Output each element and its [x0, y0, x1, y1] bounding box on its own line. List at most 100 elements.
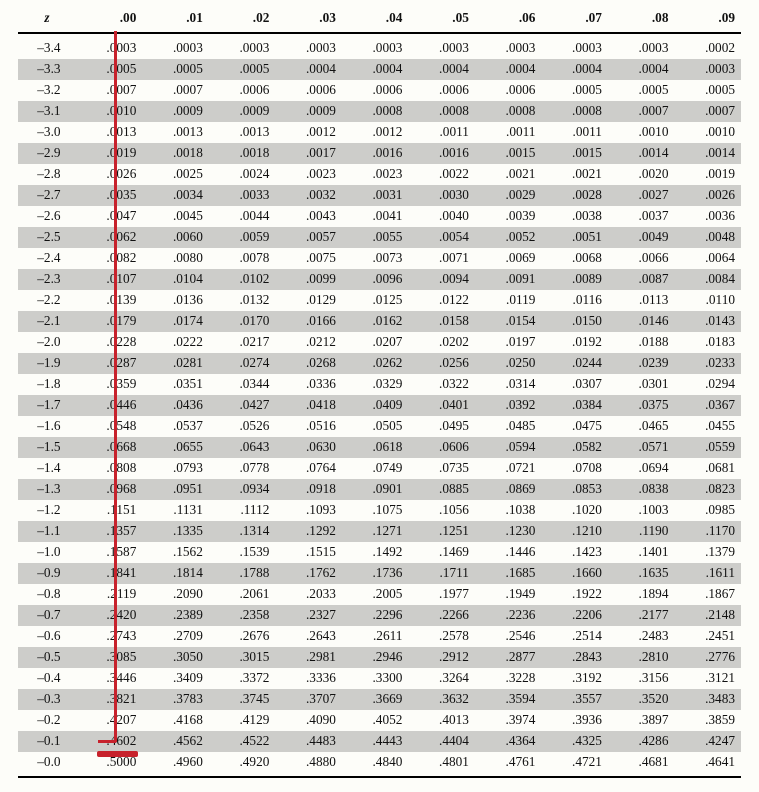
z-cell: .3446 [76, 668, 143, 689]
z-cell: .3520 [608, 689, 675, 710]
z-cell: .1949 [475, 584, 542, 605]
z-cell: .1562 [142, 542, 209, 563]
z-cell: .0071 [408, 248, 475, 269]
table-row: –0.1.4602.4562.4522.4483.4443.4404.4364.… [18, 731, 741, 752]
z-cell: .3228 [475, 668, 542, 689]
z-cell: .3050 [142, 647, 209, 668]
z-cell: .2946 [342, 647, 409, 668]
z-cell: .0021 [475, 164, 542, 185]
z-cell: .0239 [608, 353, 675, 374]
z-cell: .0446 [76, 395, 143, 416]
z-cell: .0217 [209, 332, 276, 353]
z-cell: .0918 [275, 479, 342, 500]
z-cell: .0048 [674, 227, 741, 248]
z-cell: .0708 [541, 458, 608, 479]
z-cell: .1314 [209, 521, 276, 542]
z-row-header: –1.3 [18, 479, 76, 500]
z-row-header: –2.9 [18, 143, 76, 164]
z-cell: .2451 [674, 626, 741, 647]
z-cell: .0170 [209, 311, 276, 332]
z-cell: .1190 [608, 521, 675, 542]
z-cell: .1922 [541, 584, 608, 605]
z-cell: .0314 [475, 374, 542, 395]
col-header-03: .03 [275, 4, 342, 33]
z-row-header: –1.4 [18, 458, 76, 479]
z-cell: .0084 [674, 269, 741, 290]
z-cell: .0099 [275, 269, 342, 290]
z-cell: .0012 [275, 122, 342, 143]
z-cell: .0080 [142, 248, 209, 269]
z-cell: .0307 [541, 374, 608, 395]
z-cell: .0047 [76, 206, 143, 227]
z-row-header: –1.1 [18, 521, 76, 542]
z-cell: .3372 [209, 668, 276, 689]
z-cell: .1038 [475, 500, 542, 521]
z-cell: .0015 [541, 143, 608, 164]
table-row: –2.6.0047.0045.0044.0043.0041.0040.0039.… [18, 206, 741, 227]
z-cell: .1515 [275, 542, 342, 563]
z-cell: .1271 [342, 521, 409, 542]
z-cell: .0036 [674, 206, 741, 227]
z-row-header: –3.0 [18, 122, 76, 143]
z-cell: .0082 [76, 248, 143, 269]
z-cell: .0129 [275, 290, 342, 311]
table-row: –1.3.0968.0951.0934.0918.0901.0885.0869.… [18, 479, 741, 500]
z-cell: .0793 [142, 458, 209, 479]
z-cell: .4483 [275, 731, 342, 752]
z-cell: .0014 [674, 143, 741, 164]
table-row: –1.1.1357.1335.1314.1292.1271.1251.1230.… [18, 521, 741, 542]
z-cell: .2389 [142, 605, 209, 626]
z-cell: .2327 [275, 605, 342, 626]
z-row-header: –3.2 [18, 80, 76, 101]
z-cell: .0823 [674, 479, 741, 500]
z-cell: .0003 [674, 59, 741, 80]
z-cell: .0526 [209, 416, 276, 437]
z-cell: .0057 [275, 227, 342, 248]
table-row: –2.7.0035.0034.0033.0032.0031.0030.0029.… [18, 185, 741, 206]
z-cell: .0143 [674, 311, 741, 332]
z-cell: .0594 [475, 437, 542, 458]
col-header-07: .07 [541, 4, 608, 33]
z-cell: .1093 [275, 500, 342, 521]
z-cell: .0073 [342, 248, 409, 269]
z-cell: .0154 [475, 311, 542, 332]
z-cell: .0179 [76, 311, 143, 332]
z-cell: .0003 [275, 33, 342, 59]
z-cell: .0250 [475, 353, 542, 374]
table-row: –2.5.0062.0060.0059.0057.0055.0054.0052.… [18, 227, 741, 248]
z-row-header: –0.0 [18, 752, 76, 778]
z-cell: .0013 [76, 122, 143, 143]
z-row-header: –2.8 [18, 164, 76, 185]
col-header-04: .04 [342, 4, 409, 33]
z-cell: .0004 [275, 59, 342, 80]
col-header-05: .05 [408, 4, 475, 33]
z-cell: .0011 [408, 122, 475, 143]
z-cell: .0336 [275, 374, 342, 395]
z-cell: .1056 [408, 500, 475, 521]
z-cell: .0351 [142, 374, 209, 395]
z-cell: .0233 [674, 353, 741, 374]
table-row: –0.7.2420.2389.2358.2327.2296.2266.2236.… [18, 605, 741, 626]
z-cell: .0041 [342, 206, 409, 227]
z-cell: .4325 [541, 731, 608, 752]
z-cell: .4090 [275, 710, 342, 731]
table-row: –2.3.0107.0104.0102.0099.0096.0094.0091.… [18, 269, 741, 290]
z-cell: .0294 [674, 374, 741, 395]
table-row: –1.5.0668.0655.0643.0630.0618.0606.0594.… [18, 437, 741, 458]
table-row: –1.6.0548.0537.0526.0516.0505.0495.0485.… [18, 416, 741, 437]
z-cell: .2236 [475, 605, 542, 626]
z-cell: .0096 [342, 269, 409, 290]
z-cell: .0158 [408, 311, 475, 332]
z-cell: .4721 [541, 752, 608, 778]
z-cell: .1788 [209, 563, 276, 584]
z-row-header: –2.6 [18, 206, 76, 227]
z-cell: .0401 [408, 395, 475, 416]
z-cell: .0150 [541, 311, 608, 332]
z-row-header: –0.2 [18, 710, 76, 731]
z-cell: .0005 [608, 80, 675, 101]
z-cell: .0060 [142, 227, 209, 248]
z-cell: .4522 [209, 731, 276, 752]
z-cell: .0020 [608, 164, 675, 185]
z-cell: .0853 [541, 479, 608, 500]
table-row: –2.8.0026.0025.0024.0023.0023.0022.0021.… [18, 164, 741, 185]
